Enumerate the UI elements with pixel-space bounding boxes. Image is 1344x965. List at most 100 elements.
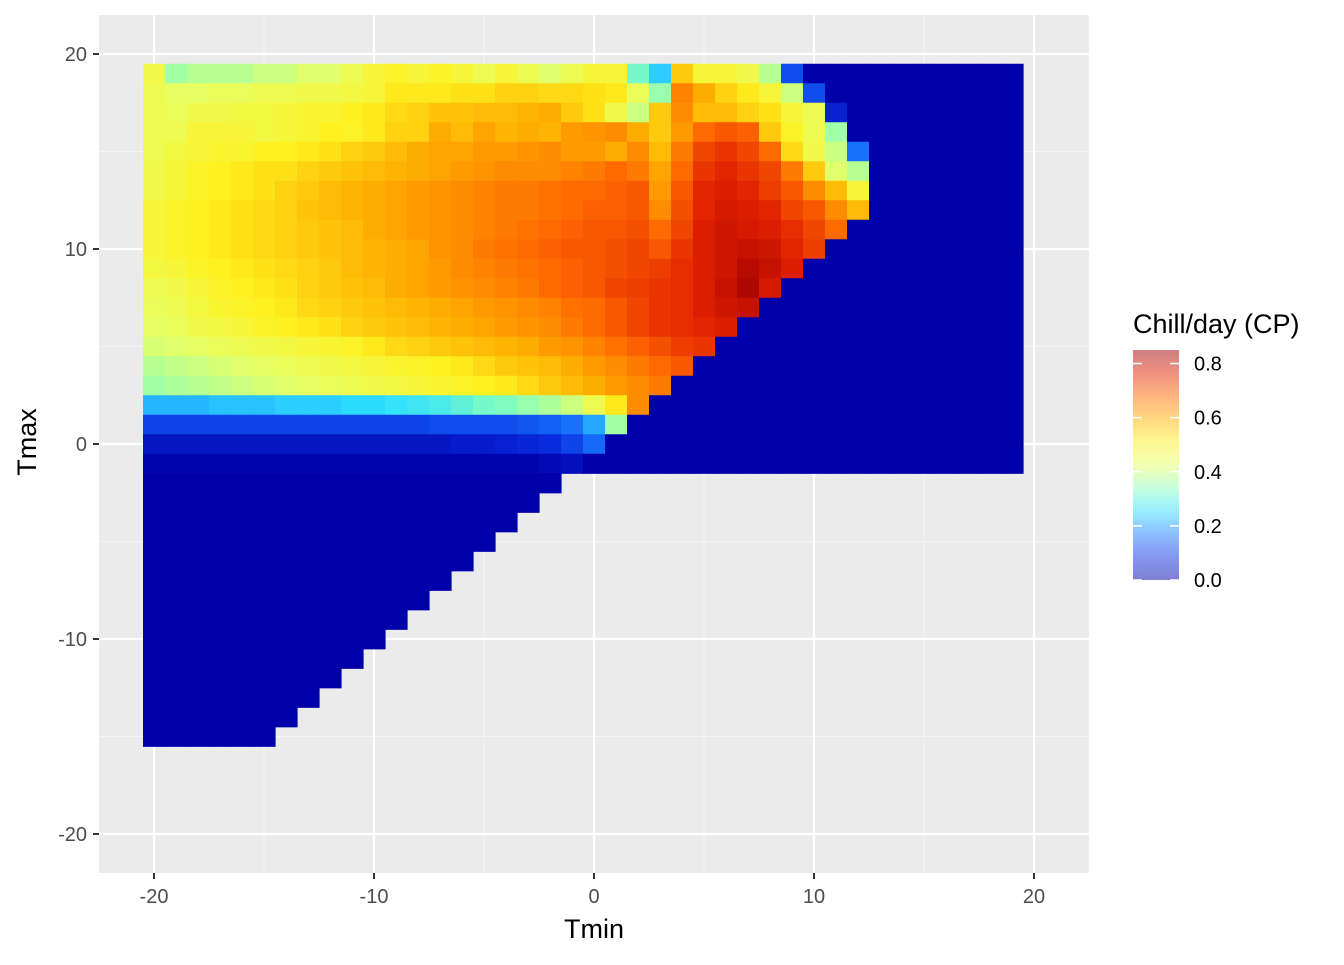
heatmap-cell <box>473 258 496 279</box>
heatmap-cell <box>649 434 672 455</box>
heatmap-cell <box>627 317 650 338</box>
heatmap-cell <box>869 141 892 162</box>
heatmap-cell <box>165 102 188 123</box>
heatmap-cell <box>561 317 584 338</box>
heatmap-cell <box>847 141 870 162</box>
heatmap-cell <box>407 434 430 455</box>
heatmap-cell <box>891 141 914 162</box>
heatmap-cell <box>781 161 804 182</box>
heatmap-cell <box>495 453 518 474</box>
heatmap-cell <box>363 317 386 338</box>
heatmap-cell <box>385 219 408 240</box>
heatmap-cell <box>649 161 672 182</box>
heatmap-cell <box>583 180 606 201</box>
heatmap-cell <box>781 141 804 162</box>
heatmap-cell <box>869 278 892 299</box>
x-tick-label: 10 <box>803 886 825 908</box>
heatmap-cell <box>737 317 760 338</box>
heatmap-cell <box>803 141 826 162</box>
heatmap-cell <box>429 180 452 201</box>
heatmap-cell <box>319 83 342 104</box>
heatmap-cell <box>429 258 452 279</box>
legend-title: Chill/day (CP) <box>1133 309 1300 339</box>
heatmap-cell <box>737 83 760 104</box>
heatmap-cell <box>495 336 518 357</box>
heatmap-cell <box>451 278 474 299</box>
heatmap-cell <box>297 609 320 630</box>
heatmap-cell <box>737 258 760 279</box>
y-tick-label: -10 <box>58 629 87 651</box>
legend-break-label: 0.0 <box>1194 570 1222 592</box>
heatmap-cell <box>187 512 210 533</box>
heatmap-cell <box>891 239 914 260</box>
heatmap-cell <box>913 122 936 143</box>
heatmap-cell <box>253 200 276 221</box>
heatmap-cell <box>187 258 210 279</box>
heatmap-cell <box>231 395 254 416</box>
heatmap-cell <box>319 336 342 357</box>
heatmap-cell <box>561 395 584 416</box>
heatmap-cell <box>363 551 386 572</box>
heatmap-cell <box>803 200 826 221</box>
heatmap-cell <box>847 258 870 279</box>
heatmap-cell <box>649 200 672 221</box>
heatmap-cell <box>649 102 672 123</box>
heatmap-cell <box>935 161 958 182</box>
heatmap-cell <box>407 570 430 591</box>
heatmap-cell <box>209 83 232 104</box>
heatmap-cell <box>891 336 914 357</box>
heatmap-cell <box>913 258 936 279</box>
heatmap-cell <box>759 239 782 260</box>
heatmap-cell <box>341 492 364 513</box>
heatmap-cell <box>209 590 232 611</box>
heatmap-cell <box>715 63 738 84</box>
heatmap-cell <box>319 395 342 416</box>
heatmap-cell <box>253 239 276 260</box>
heatmap-cell <box>429 453 452 474</box>
heatmap-cell <box>671 122 694 143</box>
heatmap-cell <box>209 180 232 201</box>
heatmap-cell <box>385 590 408 611</box>
heatmap-cell <box>715 122 738 143</box>
heatmap-cell <box>649 414 672 435</box>
heatmap-cell <box>979 161 1002 182</box>
heatmap-cell <box>385 531 408 552</box>
heatmap-cell <box>979 180 1002 201</box>
heatmap-cell <box>539 473 562 494</box>
heatmap-cell <box>143 375 166 396</box>
heatmap-cell <box>143 453 166 474</box>
heatmap-cell <box>913 180 936 201</box>
heatmap-cell <box>143 356 166 377</box>
heatmap-cell <box>231 317 254 338</box>
heatmap-cell <box>517 395 540 416</box>
heatmap-cell <box>891 122 914 143</box>
heatmap-cell <box>737 219 760 240</box>
heatmap-cell <box>363 356 386 377</box>
heatmap-cell <box>319 317 342 338</box>
heatmap-cell <box>671 278 694 299</box>
heatmap-cell <box>847 161 870 182</box>
heatmap-cell <box>781 102 804 123</box>
heatmap-cell <box>583 141 606 162</box>
heatmap-cell <box>275 239 298 260</box>
heatmap-cell <box>583 453 606 474</box>
heatmap-cell <box>1001 180 1024 201</box>
heatmap-cell <box>825 102 848 123</box>
heatmap-cell <box>891 63 914 84</box>
heatmap-cell <box>253 551 276 572</box>
heatmap-cell <box>495 278 518 299</box>
heatmap-cell <box>583 375 606 396</box>
heatmap-cell <box>495 356 518 377</box>
heatmap-cell <box>715 278 738 299</box>
heatmap-cell <box>429 414 452 435</box>
heatmap-cell <box>737 356 760 377</box>
heatmap-cell <box>1001 102 1024 123</box>
heatmap-cell <box>297 414 320 435</box>
heatmap-cell <box>517 375 540 396</box>
heatmap-cell <box>1001 219 1024 240</box>
heatmap-cell <box>979 356 1002 377</box>
heatmap-cell <box>869 122 892 143</box>
heatmap-cell <box>957 258 980 279</box>
heatmap-cell <box>649 180 672 201</box>
heatmap-cell <box>473 473 496 494</box>
